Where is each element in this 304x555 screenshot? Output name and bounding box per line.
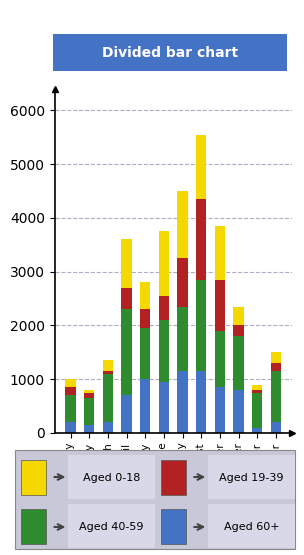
Bar [233, 325, 244, 336]
Bar [122, 309, 132, 395]
Bar [103, 422, 113, 433]
FancyBboxPatch shape [68, 455, 155, 498]
Text: Aged 19-39: Aged 19-39 [219, 472, 284, 482]
Bar [159, 296, 169, 320]
Bar [103, 360, 113, 371]
Bar [271, 352, 281, 363]
Bar [233, 390, 244, 433]
Bar [215, 226, 225, 280]
Bar [271, 371, 281, 422]
FancyBboxPatch shape [53, 34, 287, 71]
Bar [21, 460, 46, 495]
Bar [233, 336, 244, 390]
Text: Aged 0-18: Aged 0-18 [83, 472, 140, 482]
Bar [140, 379, 150, 433]
Text: Aged 40-59: Aged 40-59 [79, 522, 144, 532]
Bar [215, 280, 225, 331]
Bar [65, 387, 76, 395]
Bar [178, 258, 188, 306]
Bar [65, 379, 76, 387]
Bar [161, 509, 186, 544]
Bar [178, 306, 188, 371]
Bar [215, 331, 225, 387]
Text: Aged 60+: Aged 60+ [224, 522, 279, 532]
Bar [271, 422, 281, 433]
Bar [65, 395, 76, 422]
Bar [84, 398, 95, 425]
Bar [252, 390, 262, 392]
Bar [84, 425, 95, 433]
Bar [103, 374, 113, 422]
Bar [252, 385, 262, 390]
Bar [159, 231, 169, 296]
Bar [140, 309, 150, 328]
Bar [196, 199, 206, 280]
Bar [178, 191, 188, 258]
Bar [196, 134, 206, 199]
Bar [233, 306, 244, 325]
Text: Divided bar chart: Divided bar chart [102, 46, 238, 60]
Bar [122, 287, 132, 309]
FancyBboxPatch shape [208, 455, 295, 498]
FancyBboxPatch shape [68, 504, 155, 548]
Bar [84, 392, 95, 398]
Bar [122, 239, 132, 287]
Bar [178, 371, 188, 433]
Bar [252, 427, 262, 433]
Bar [159, 320, 169, 382]
Bar [122, 395, 132, 433]
Bar [252, 392, 262, 427]
FancyBboxPatch shape [208, 504, 295, 548]
Bar [215, 387, 225, 433]
Bar [103, 371, 113, 374]
Bar [196, 280, 206, 371]
Bar [84, 390, 95, 392]
Bar [159, 382, 169, 433]
X-axis label: Month: Month [148, 506, 198, 520]
Bar [140, 328, 150, 379]
Bar [271, 363, 281, 371]
Bar [161, 460, 186, 495]
Bar [140, 282, 150, 309]
Bar [21, 509, 46, 544]
Bar [196, 371, 206, 433]
Y-axis label: Tourists: Tourists [0, 230, 4, 292]
Bar [65, 422, 76, 433]
